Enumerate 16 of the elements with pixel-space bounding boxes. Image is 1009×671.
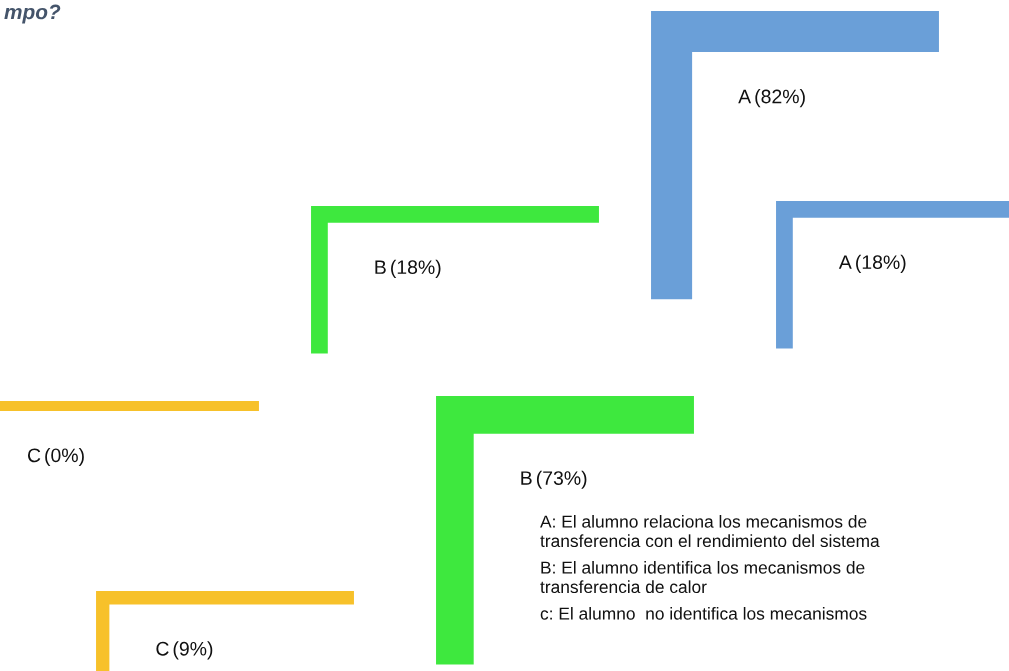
category-label: C bbox=[156, 641, 169, 656]
data-label: (9%) bbox=[173, 641, 213, 660]
category-label: B bbox=[375, 260, 386, 274]
text: c: El alumno no identifica los mecanismos bbox=[540, 607, 867, 620]
category-label: B bbox=[521, 471, 532, 485]
text: B: El alumno identifica los mecanismos de transferencia de calor bbox=[540, 561, 865, 594]
data-label: (82%) bbox=[755, 89, 805, 108]
data-label: (0%) bbox=[45, 447, 84, 467]
text: mpo? bbox=[4, 4, 61, 24]
category-label: A bbox=[838, 255, 852, 269]
data-label: (18%) bbox=[856, 254, 906, 273]
category-label: C bbox=[27, 448, 41, 463]
text: A: El alumno relaciona los mecanismos de transferencia con el rendimiento del sistema bbox=[540, 515, 880, 548]
data-label: (73%) bbox=[536, 470, 587, 489]
category-label: A bbox=[738, 89, 752, 104]
data-label: (18%) bbox=[391, 259, 441, 278]
